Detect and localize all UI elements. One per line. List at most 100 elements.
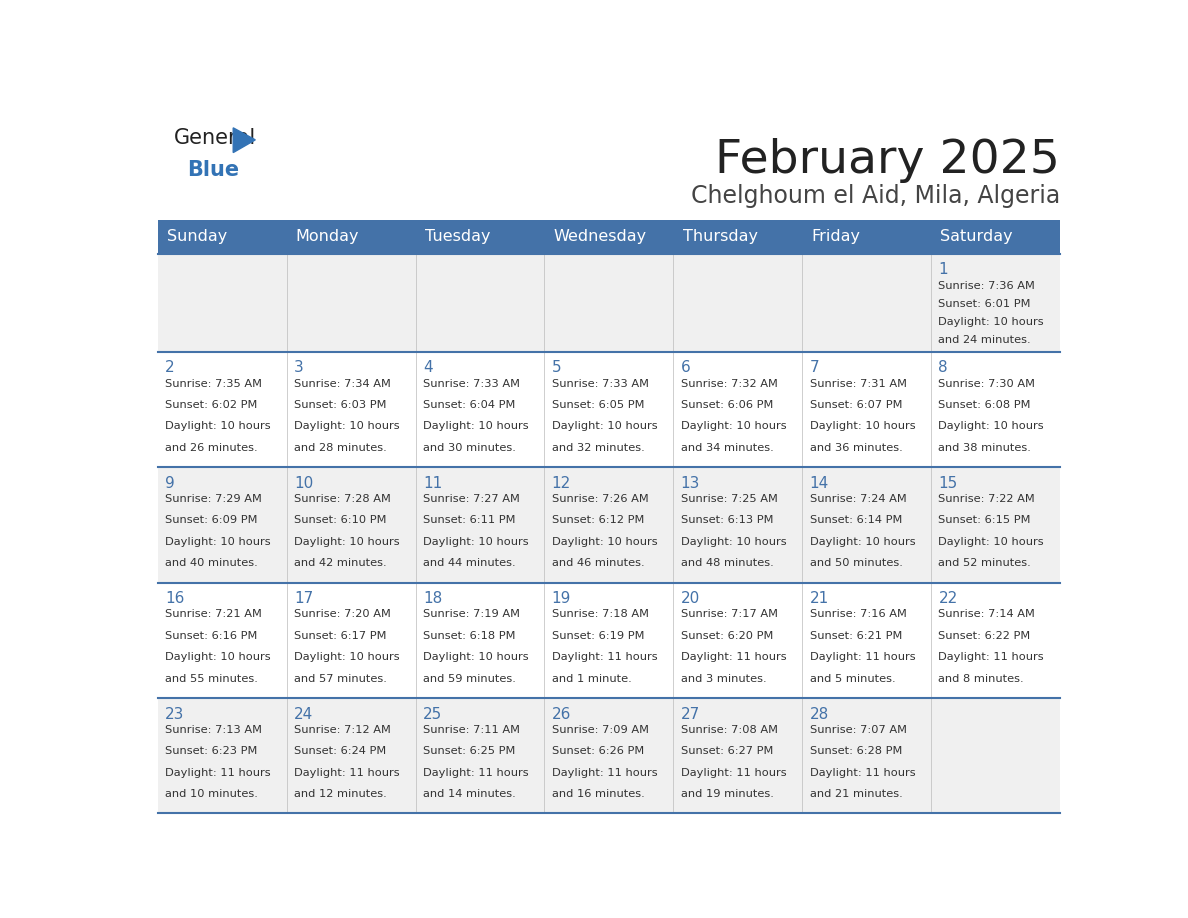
Text: 18: 18: [423, 591, 442, 606]
Text: Sunrise: 7:20 AM: Sunrise: 7:20 AM: [293, 610, 391, 620]
Text: Sunrise: 7:27 AM: Sunrise: 7:27 AM: [423, 494, 519, 504]
Text: 3: 3: [293, 360, 304, 375]
Text: and 26 minutes.: and 26 minutes.: [165, 442, 258, 453]
Text: 23: 23: [165, 707, 184, 722]
Text: and 14 minutes.: and 14 minutes.: [423, 789, 516, 799]
Text: Sunset: 6:19 PM: Sunset: 6:19 PM: [551, 631, 644, 641]
Text: Sunset: 6:27 PM: Sunset: 6:27 PM: [681, 746, 773, 756]
Text: 19: 19: [551, 591, 571, 606]
Text: Sunset: 6:17 PM: Sunset: 6:17 PM: [293, 631, 386, 641]
Text: Sunset: 6:08 PM: Sunset: 6:08 PM: [939, 400, 1031, 410]
Text: Sunrise: 7:18 AM: Sunrise: 7:18 AM: [551, 610, 649, 620]
Text: Sunset: 6:20 PM: Sunset: 6:20 PM: [681, 631, 773, 641]
Text: Sunrise: 7:22 AM: Sunrise: 7:22 AM: [939, 494, 1035, 504]
Text: 14: 14: [809, 476, 829, 491]
Text: Sunset: 6:14 PM: Sunset: 6:14 PM: [809, 515, 902, 525]
Text: and 46 minutes.: and 46 minutes.: [551, 558, 644, 568]
Text: Daylight: 10 hours: Daylight: 10 hours: [809, 537, 915, 547]
Text: Sunset: 6:28 PM: Sunset: 6:28 PM: [809, 746, 902, 756]
Text: 5: 5: [551, 360, 562, 375]
Text: Daylight: 11 hours: Daylight: 11 hours: [293, 767, 399, 778]
Text: Sunrise: 7:19 AM: Sunrise: 7:19 AM: [423, 610, 520, 620]
Text: Daylight: 10 hours: Daylight: 10 hours: [423, 421, 529, 431]
Text: 4: 4: [423, 360, 432, 375]
Bar: [158, 219, 1060, 253]
Text: Monday: Monday: [296, 230, 359, 244]
Text: Sunset: 6:18 PM: Sunset: 6:18 PM: [423, 631, 516, 641]
Text: Daylight: 10 hours: Daylight: 10 hours: [939, 537, 1044, 547]
Text: Friday: Friday: [811, 230, 860, 244]
Text: Sunrise: 7:36 AM: Sunrise: 7:36 AM: [939, 281, 1035, 290]
Text: Sunset: 6:24 PM: Sunset: 6:24 PM: [293, 746, 386, 756]
Text: Sunset: 6:03 PM: Sunset: 6:03 PM: [293, 400, 386, 410]
Text: Daylight: 11 hours: Daylight: 11 hours: [551, 767, 657, 778]
Text: 22: 22: [939, 591, 958, 606]
Text: and 57 minutes.: and 57 minutes.: [293, 674, 387, 684]
Text: 25: 25: [423, 707, 442, 722]
Text: 13: 13: [681, 476, 700, 491]
Text: Sunrise: 7:34 AM: Sunrise: 7:34 AM: [293, 378, 391, 388]
Text: Sunset: 6:09 PM: Sunset: 6:09 PM: [165, 515, 258, 525]
Text: and 8 minutes.: and 8 minutes.: [939, 674, 1024, 684]
Bar: [158, 583, 1060, 698]
Text: Daylight: 10 hours: Daylight: 10 hours: [165, 652, 271, 662]
Text: Sunset: 6:21 PM: Sunset: 6:21 PM: [809, 631, 902, 641]
Text: 6: 6: [681, 360, 690, 375]
Text: and 52 minutes.: and 52 minutes.: [939, 558, 1031, 568]
Text: Daylight: 10 hours: Daylight: 10 hours: [293, 652, 399, 662]
Text: Sunrise: 7:21 AM: Sunrise: 7:21 AM: [165, 610, 261, 620]
Text: Blue: Blue: [188, 160, 239, 180]
Text: Sunrise: 7:35 AM: Sunrise: 7:35 AM: [165, 378, 263, 388]
Text: Daylight: 10 hours: Daylight: 10 hours: [165, 537, 271, 547]
Text: Sunrise: 7:30 AM: Sunrise: 7:30 AM: [939, 378, 1036, 388]
Text: Daylight: 10 hours: Daylight: 10 hours: [551, 421, 657, 431]
Text: Sunset: 6:13 PM: Sunset: 6:13 PM: [681, 515, 773, 525]
Text: Daylight: 10 hours: Daylight: 10 hours: [939, 317, 1044, 327]
Text: Sunset: 6:25 PM: Sunset: 6:25 PM: [423, 746, 516, 756]
Text: Sunset: 6:06 PM: Sunset: 6:06 PM: [681, 400, 773, 410]
Text: Sunrise: 7:28 AM: Sunrise: 7:28 AM: [293, 494, 391, 504]
Text: and 16 minutes.: and 16 minutes.: [551, 789, 645, 799]
Text: Daylight: 11 hours: Daylight: 11 hours: [681, 652, 786, 662]
Text: and 32 minutes.: and 32 minutes.: [551, 442, 645, 453]
Text: Sunrise: 7:33 AM: Sunrise: 7:33 AM: [551, 378, 649, 388]
Text: Daylight: 11 hours: Daylight: 11 hours: [681, 767, 786, 778]
Bar: [158, 698, 1060, 813]
Text: Tuesday: Tuesday: [425, 230, 491, 244]
Text: and 42 minutes.: and 42 minutes.: [293, 558, 386, 568]
Text: Daylight: 10 hours: Daylight: 10 hours: [423, 537, 529, 547]
Text: Sunset: 6:04 PM: Sunset: 6:04 PM: [423, 400, 516, 410]
Text: and 5 minutes.: and 5 minutes.: [809, 674, 896, 684]
Text: and 3 minutes.: and 3 minutes.: [681, 674, 766, 684]
Text: and 55 minutes.: and 55 minutes.: [165, 674, 258, 684]
Text: Sunrise: 7:09 AM: Sunrise: 7:09 AM: [551, 725, 649, 735]
Text: Daylight: 10 hours: Daylight: 10 hours: [809, 421, 915, 431]
Text: Sunset: 6:12 PM: Sunset: 6:12 PM: [551, 515, 644, 525]
Text: 21: 21: [809, 591, 829, 606]
Text: Sunset: 6:05 PM: Sunset: 6:05 PM: [551, 400, 644, 410]
Bar: [158, 253, 1060, 352]
Text: Daylight: 11 hours: Daylight: 11 hours: [423, 767, 529, 778]
Text: and 28 minutes.: and 28 minutes.: [293, 442, 387, 453]
Text: Saturday: Saturday: [940, 230, 1013, 244]
Text: General: General: [175, 128, 257, 148]
Text: Daylight: 11 hours: Daylight: 11 hours: [809, 652, 915, 662]
Polygon shape: [233, 128, 255, 152]
Text: and 10 minutes.: and 10 minutes.: [165, 789, 258, 799]
Text: Daylight: 10 hours: Daylight: 10 hours: [293, 421, 399, 431]
Text: 28: 28: [809, 707, 829, 722]
Text: Sunrise: 7:33 AM: Sunrise: 7:33 AM: [423, 378, 520, 388]
Text: Sunset: 6:15 PM: Sunset: 6:15 PM: [939, 515, 1031, 525]
Text: 24: 24: [293, 707, 314, 722]
Text: 26: 26: [551, 707, 571, 722]
Text: and 48 minutes.: and 48 minutes.: [681, 558, 773, 568]
Text: Sunday: Sunday: [166, 230, 227, 244]
Text: Sunset: 6:23 PM: Sunset: 6:23 PM: [165, 746, 258, 756]
Text: 15: 15: [939, 476, 958, 491]
Text: Daylight: 10 hours: Daylight: 10 hours: [681, 537, 786, 547]
Text: Sunrise: 7:07 AM: Sunrise: 7:07 AM: [809, 725, 906, 735]
Text: 20: 20: [681, 591, 700, 606]
Text: and 40 minutes.: and 40 minutes.: [165, 558, 258, 568]
Text: Daylight: 11 hours: Daylight: 11 hours: [809, 767, 915, 778]
Text: Sunrise: 7:13 AM: Sunrise: 7:13 AM: [165, 725, 263, 735]
